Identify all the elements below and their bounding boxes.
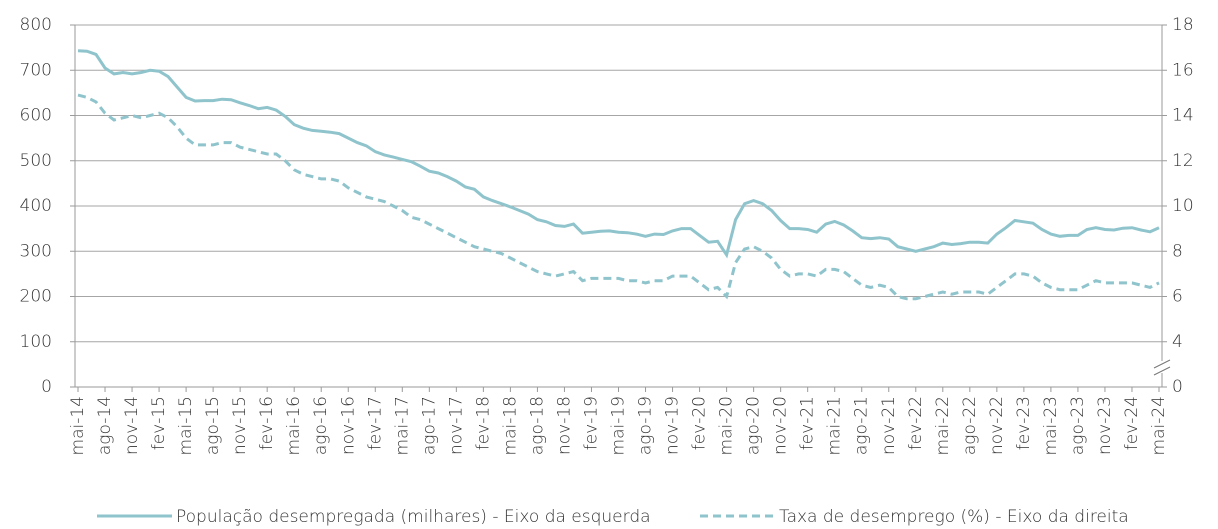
x-tick-label: ago-20 bbox=[744, 396, 764, 455]
axis-break bbox=[1153, 359, 1171, 369]
x-tick-label: fev-20 bbox=[690, 396, 710, 450]
y2-tick-label: 0 bbox=[1172, 377, 1183, 397]
y-tick-label: 500 bbox=[20, 151, 52, 171]
y-tick-label: 100 bbox=[20, 332, 52, 352]
x-tick-label: fev-19 bbox=[581, 396, 601, 450]
y2-tick-label: 6 bbox=[1172, 287, 1183, 307]
x-tick-label: nov-19 bbox=[663, 396, 683, 455]
x-tick-label: fev-22 bbox=[906, 396, 926, 450]
y2-tick-label: 14 bbox=[1172, 106, 1194, 126]
x-tick-label: mai-14 bbox=[68, 396, 88, 455]
x-tick-label: ago-14 bbox=[95, 396, 115, 455]
x-tick-label: nov-23 bbox=[1095, 396, 1115, 455]
x-tick-label: ago-15 bbox=[203, 396, 223, 455]
x-tick-label: ago-23 bbox=[1068, 396, 1088, 455]
y-tick-label: 200 bbox=[20, 287, 52, 307]
x-tick-label: mai-18 bbox=[500, 396, 520, 455]
y-tick-label: 600 bbox=[20, 106, 52, 126]
x-tick-label: mai-22 bbox=[933, 396, 953, 455]
x-tick-label: ago-21 bbox=[852, 396, 872, 455]
y-tick-label: 400 bbox=[20, 196, 52, 216]
series-line bbox=[77, 49, 1160, 259]
x-tick-label: ago-19 bbox=[636, 396, 656, 455]
y2-tick-label: 18 bbox=[1172, 15, 1194, 35]
x-tick-label: mai-23 bbox=[1041, 396, 1061, 455]
x-tick-label: mai-16 bbox=[284, 396, 304, 455]
x-tick-label: fev-15 bbox=[149, 396, 169, 450]
y2-tick-label: 16 bbox=[1172, 60, 1194, 80]
y2-tick-label: 10 bbox=[1172, 196, 1194, 216]
y-tick-label: 800 bbox=[20, 15, 52, 35]
legend-label: População desempregada (milhares) - Eixo… bbox=[176, 507, 651, 527]
x-tick-label: fev-23 bbox=[1014, 396, 1034, 450]
y2-tick-label: 8 bbox=[1172, 241, 1183, 261]
x-tick-label: mai-21 bbox=[825, 396, 845, 455]
x-tick-label: nov-18 bbox=[554, 396, 574, 455]
x-tick-label: nov-21 bbox=[879, 396, 899, 455]
series-line bbox=[77, 93, 1160, 301]
y2-tick-label: 12 bbox=[1172, 151, 1194, 171]
x-tick-label: nov-14 bbox=[122, 396, 142, 455]
x-tick-label: ago-16 bbox=[311, 396, 331, 455]
x-tick-label: mai-24 bbox=[1149, 396, 1169, 455]
legend-label: Taxa de desemprego (%) - Eixo da direita bbox=[779, 507, 1129, 527]
y-tick-label: 300 bbox=[20, 241, 52, 261]
x-tick-label: fev-24 bbox=[1122, 396, 1142, 450]
axis-break bbox=[1153, 366, 1171, 376]
axis-break-gap bbox=[1154, 361, 1170, 373]
x-tick-label: ago-18 bbox=[527, 396, 547, 455]
x-tick-label: nov-22 bbox=[987, 396, 1007, 455]
x-tick-label: mai-15 bbox=[176, 396, 196, 455]
x-tick-label: mai-17 bbox=[392, 396, 412, 455]
y-tick-label: 0 bbox=[41, 377, 52, 397]
x-tick-label: nov-20 bbox=[771, 396, 791, 455]
x-tick-label: mai-19 bbox=[609, 396, 629, 455]
x-tick-label: ago-17 bbox=[419, 396, 439, 455]
x-tick-label: fev-16 bbox=[257, 396, 277, 450]
x-tick-label: nov-16 bbox=[338, 396, 358, 455]
x-tick-label: fev-17 bbox=[365, 396, 385, 450]
x-tick-label: nov-15 bbox=[230, 396, 250, 455]
x-tick-label: nov-17 bbox=[446, 396, 466, 455]
x-tick-label: ago-22 bbox=[960, 396, 980, 455]
x-tick-label: fev-21 bbox=[798, 396, 818, 450]
y-tick-label: 700 bbox=[20, 60, 52, 80]
y2-tick-label: 4 bbox=[1172, 332, 1183, 352]
x-tick-label: mai-20 bbox=[717, 396, 737, 455]
x-tick-label: fev-18 bbox=[473, 396, 493, 450]
